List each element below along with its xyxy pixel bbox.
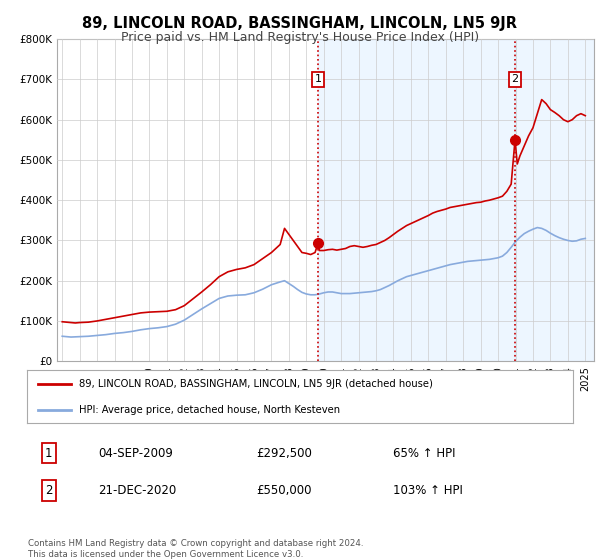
Text: 21-DEC-2020: 21-DEC-2020	[98, 484, 176, 497]
Text: Price paid vs. HM Land Registry's House Price Index (HPI): Price paid vs. HM Land Registry's House …	[121, 31, 479, 44]
Text: HPI: Average price, detached house, North Kesteven: HPI: Average price, detached house, Nort…	[79, 405, 340, 415]
Text: 2: 2	[511, 74, 518, 85]
Text: 65% ↑ HPI: 65% ↑ HPI	[393, 447, 455, 460]
Text: 103% ↑ HPI: 103% ↑ HPI	[393, 484, 463, 497]
Text: 89, LINCOLN ROAD, BASSINGHAM, LINCOLN, LN5 9JR: 89, LINCOLN ROAD, BASSINGHAM, LINCOLN, L…	[83, 16, 517, 31]
Text: 2: 2	[45, 484, 53, 497]
Text: 89, LINCOLN ROAD, BASSINGHAM, LINCOLN, LN5 9JR (detached house): 89, LINCOLN ROAD, BASSINGHAM, LINCOLN, L…	[79, 380, 433, 390]
Bar	[515, 39, 594, 361]
Text: £550,000: £550,000	[256, 484, 312, 497]
Text: Contains HM Land Registry data © Crown copyright and database right 2024.
This d: Contains HM Land Registry data © Crown c…	[28, 539, 364, 559]
Text: 04-SEP-2009: 04-SEP-2009	[98, 447, 173, 460]
Bar	[318, 39, 515, 361]
Text: 1: 1	[314, 74, 322, 85]
Text: £292,500: £292,500	[256, 447, 312, 460]
Text: 1: 1	[45, 447, 53, 460]
